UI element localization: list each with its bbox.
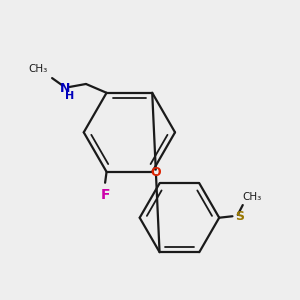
Text: S: S xyxy=(236,210,244,223)
Text: F: F xyxy=(100,188,110,202)
Text: O: O xyxy=(151,166,161,179)
Text: CH₃: CH₃ xyxy=(28,64,48,74)
Text: N: N xyxy=(60,82,70,95)
Text: CH₃: CH₃ xyxy=(243,192,262,202)
Text: H: H xyxy=(65,91,74,101)
